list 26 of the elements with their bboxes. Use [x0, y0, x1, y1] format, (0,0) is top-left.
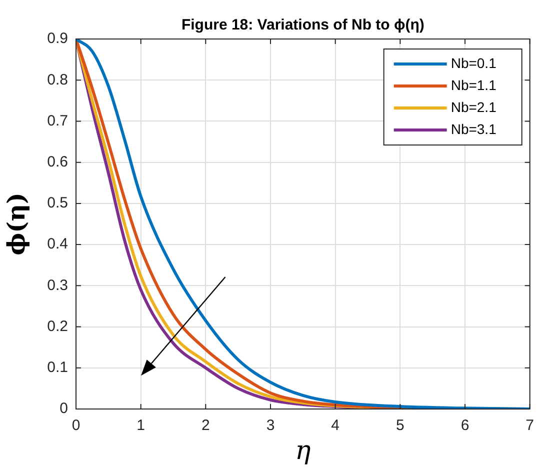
y-axis-title: ϕ(η)	[2, 192, 31, 256]
legend-label: Nb=2.1	[450, 98, 497, 115]
x-tick-label: 2	[201, 417, 210, 434]
x-tick-label: 5	[396, 417, 404, 434]
x-tick-label: 0	[72, 417, 80, 434]
chart-title: Figure 18: Variations of Nb to ϕ(η)	[181, 16, 424, 34]
y-tick-label: 0.6	[47, 153, 68, 170]
x-axis-title: η	[295, 436, 312, 466]
y-tick-label: 0.9	[47, 30, 68, 48]
y-tick-label: 0.8	[47, 71, 68, 88]
legend-label: Nb=3.1	[450, 120, 497, 137]
y-tick-label: 0.3	[47, 276, 68, 294]
y-tick-label: 0	[60, 400, 68, 418]
legend-label: Nb=0.1	[450, 54, 497, 71]
x-tick-label: 3	[266, 417, 275, 434]
x-tick-label: 6	[460, 417, 470, 434]
x-tick-label: 4	[331, 417, 340, 434]
x-tick-label: 7	[526, 417, 534, 434]
legend-label: Nb=1.1	[450, 76, 497, 93]
y-tick-label: 0.1	[47, 359, 68, 376]
y-tick-label: 0.4	[47, 236, 68, 253]
line-series	[76, 39, 530, 409]
y-tick-label: 0.5	[47, 194, 68, 212]
y-tick-label: 0.2	[47, 318, 68, 335]
x-tick-label: 1	[136, 417, 146, 434]
y-tick-label: 0.7	[47, 112, 68, 130]
